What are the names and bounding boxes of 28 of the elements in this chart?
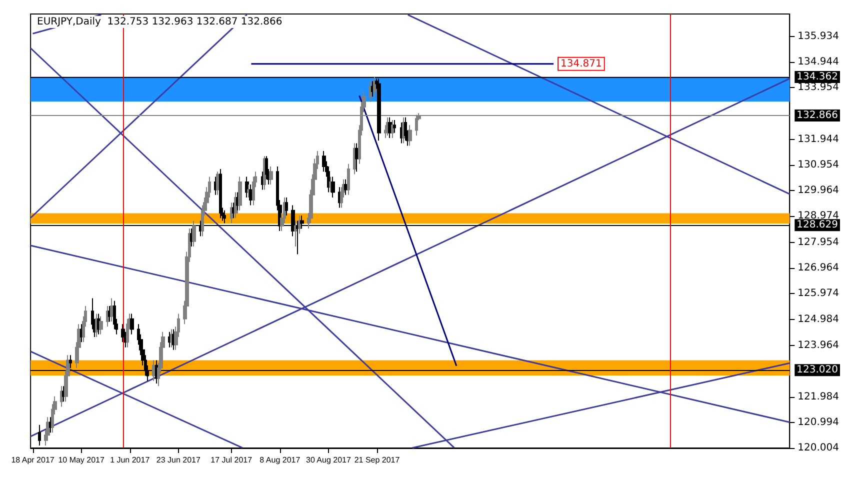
x-tick-label: 23 Jun 2017 xyxy=(156,456,201,464)
x-tick-label: 8 Aug 2017 xyxy=(260,456,301,464)
y-tick-label: 135.934 xyxy=(798,30,840,42)
ref-line-label: 134.362 xyxy=(796,72,838,83)
y-tick-label: 129.964 xyxy=(798,185,840,196)
y-tick-label: 120.994 xyxy=(798,416,840,428)
y-tick-label: 133.954 xyxy=(798,82,840,94)
ref-line-label: 128.629 xyxy=(796,220,838,231)
y-tick-label: 123.964 xyxy=(798,340,840,352)
y-tick-label: 124.984 xyxy=(798,314,840,325)
y-tick-label: 130.954 xyxy=(798,160,840,171)
x-tick-label: 10 May 2017 xyxy=(58,456,105,464)
x-tick-label: 21 Sep 2017 xyxy=(354,456,400,464)
y-tick-label: 125.974 xyxy=(798,288,840,300)
x-tick-label: 30 Aug 2017 xyxy=(306,456,352,464)
chart-title: EURJPY,Daily 132.753 132.963 132.687 132.866 xyxy=(37,16,282,28)
y-tick-label: 126.964 xyxy=(798,262,840,274)
y-tick-label: 134.944 xyxy=(798,56,840,68)
ref-line-label: 123.020 xyxy=(796,364,838,376)
x-tick-label: 1 Jun 2017 xyxy=(110,456,150,464)
x-tick-label: 18 Apr 2017 xyxy=(11,456,55,464)
annotation: 134.871 xyxy=(560,58,602,70)
y-tick-label: 121.984 xyxy=(798,391,840,402)
y-tick-label: 127.954 xyxy=(798,237,840,248)
y-tick-label: 131.944 xyxy=(798,134,840,145)
y-tick-label: 120.004 xyxy=(798,442,840,454)
x-tick-label: 17 Jul 2017 xyxy=(210,456,253,464)
ref-line-label: 132.866 xyxy=(796,110,838,122)
